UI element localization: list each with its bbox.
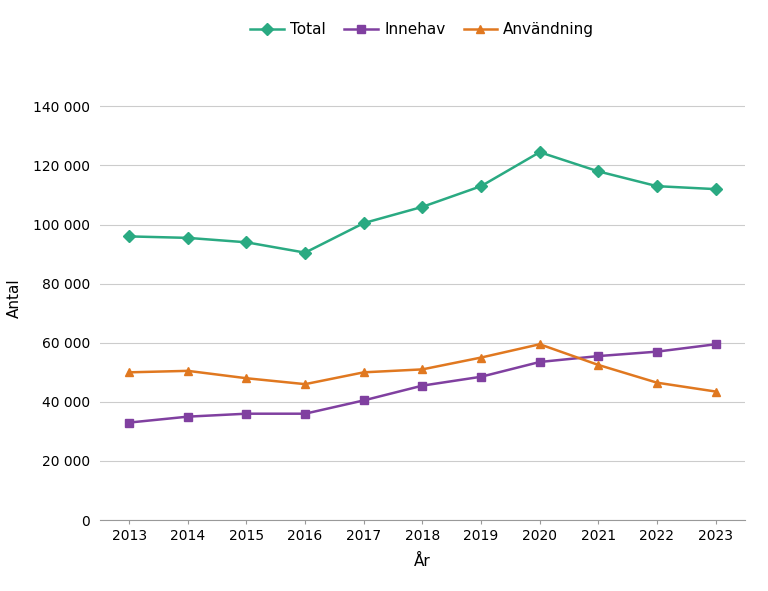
Innehav	[418, 382, 427, 389]
Användning	[594, 361, 603, 369]
Användning	[418, 366, 427, 373]
Total	[184, 234, 193, 241]
Innehav	[242, 410, 251, 417]
Total	[476, 183, 485, 190]
Innehav	[300, 410, 310, 417]
Innehav	[359, 397, 369, 404]
Total	[535, 149, 545, 156]
Total	[359, 220, 369, 227]
Användning	[242, 375, 251, 382]
Total	[594, 168, 603, 175]
Innehav	[124, 419, 134, 426]
Innehav	[594, 352, 603, 359]
Användning	[711, 388, 720, 395]
Total	[300, 249, 310, 256]
Total	[711, 186, 720, 193]
Innehav	[476, 374, 485, 381]
Användning	[476, 354, 485, 361]
Line: Innehav: Innehav	[125, 340, 720, 427]
Line: Total: Total	[125, 148, 720, 257]
Line: Användning: Användning	[125, 340, 720, 396]
Innehav	[535, 358, 545, 365]
Användning	[184, 368, 193, 375]
Total	[124, 233, 134, 240]
Total	[242, 239, 251, 246]
Legend: Total, Innehav, Användning: Total, Innehav, Användning	[250, 22, 594, 37]
Innehav	[711, 340, 720, 348]
Användning	[359, 369, 369, 376]
Y-axis label: Antal: Antal	[7, 278, 22, 319]
Användning	[300, 381, 310, 388]
Innehav	[184, 413, 193, 420]
Användning	[652, 379, 661, 387]
Innehav	[652, 348, 661, 355]
Användning	[124, 369, 134, 376]
Total	[418, 203, 427, 210]
Total	[652, 183, 661, 190]
X-axis label: År: År	[414, 554, 431, 569]
Användning	[535, 340, 545, 348]
